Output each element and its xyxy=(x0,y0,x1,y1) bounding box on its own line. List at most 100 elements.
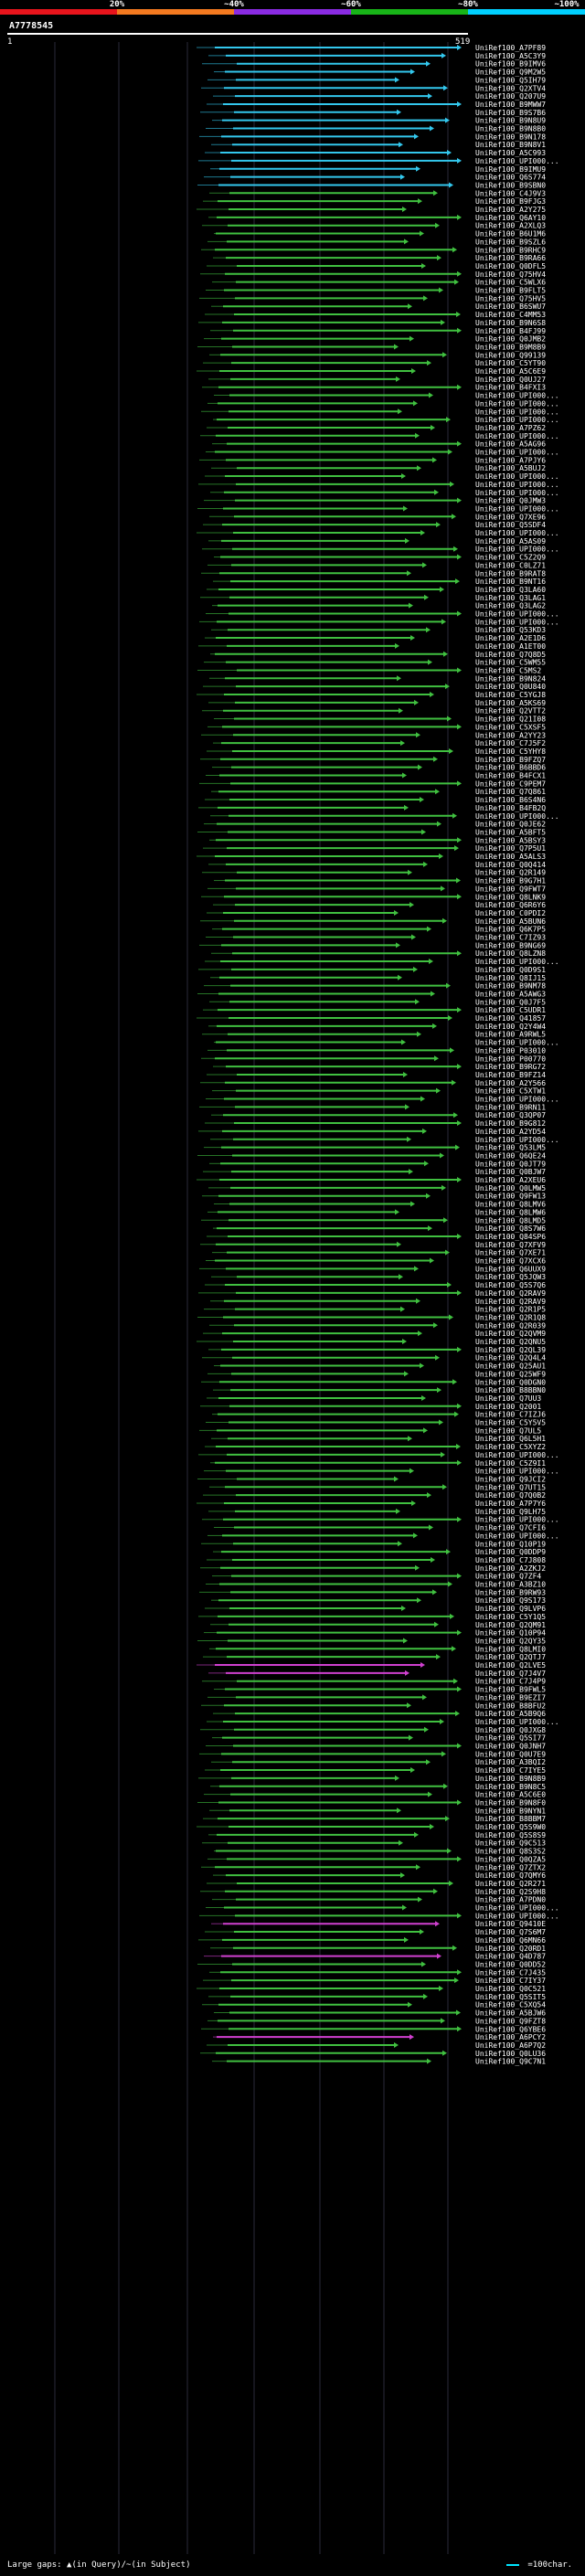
hit-label[interactable]: UniRef100_B9S7B6 xyxy=(475,109,546,117)
hit-label[interactable]: UniRef100_B9FWL5 xyxy=(475,1686,546,1694)
hit-label[interactable]: UniRef100_Q9FZT8 xyxy=(475,2017,546,2025)
hit-label[interactable]: UniRef100_Q21I08 xyxy=(475,716,546,724)
hit-label[interactable]: UniRef100_UPI000... xyxy=(475,1451,559,1459)
hit-label[interactable]: UniRef100_Q9C7N1 xyxy=(475,2058,546,2066)
hit-label[interactable]: UniRef100_Q7Q861 xyxy=(475,788,546,796)
hit-label[interactable]: UniRef100_Q0D9S1 xyxy=(475,966,546,974)
hit-label[interactable]: UniRef100_A5C6E0 xyxy=(475,1791,546,1799)
hit-label[interactable]: UniRef100_A7P7Y6 xyxy=(475,1500,546,1508)
hit-label[interactable]: UniRef100_Q2Q4L4 xyxy=(475,1354,546,1362)
hit-label[interactable]: UniRef100_Q4D787 xyxy=(475,1953,546,1961)
hit-label[interactable]: UniRef100_UPI000... xyxy=(475,610,559,619)
hit-label[interactable]: UniRef100_A3BQI2 xyxy=(475,1758,546,1766)
hit-label[interactable]: UniRef100_C5WLX6 xyxy=(475,279,546,287)
hit-label[interactable]: UniRef100_B4FJ99 xyxy=(475,327,546,335)
hit-label[interactable]: UniRef100_A2YY23 xyxy=(475,731,546,739)
hit-label[interactable]: UniRef100_UPI000... xyxy=(475,1718,559,1726)
hit-label[interactable]: UniRef100_A5AS09 xyxy=(475,537,546,546)
hit-label[interactable]: UniRef100_C7IZ93 xyxy=(475,934,546,942)
hit-label[interactable]: UniRef100_Q25AU1 xyxy=(475,1362,546,1371)
hit-label[interactable]: UniRef100_Q0LMW5 xyxy=(475,1184,546,1193)
hit-label[interactable]: UniRef100_Q75HV4 xyxy=(475,270,546,279)
hit-label[interactable]: UniRef100_B9M8B9 xyxy=(475,343,546,351)
hit-label[interactable]: UniRef100_Q5JQW3 xyxy=(475,1273,546,1281)
hit-label[interactable]: UniRef100_B6S4N6 xyxy=(475,796,546,804)
hit-label[interactable]: UniRef100_B9N178 xyxy=(475,133,546,141)
hit-label[interactable]: UniRef100_Q0JT79 xyxy=(475,1160,546,1168)
hit-label[interactable]: UniRef100_A5C993 xyxy=(475,149,546,157)
hit-label[interactable]: UniRef100_UPI000... xyxy=(475,432,559,440)
hit-label[interactable]: UniRef100_C5XYZ2 xyxy=(475,1443,546,1451)
hit-label[interactable]: UniRef100_Q2QL39 xyxy=(475,1346,546,1354)
hit-label[interactable]: UniRef100_B9IMV6 xyxy=(475,60,546,69)
hit-label[interactable]: UniRef100_B9RHC9 xyxy=(475,246,546,254)
hit-label[interactable]: UniRef100_UPI000... xyxy=(475,1532,559,1540)
hit-label[interactable]: UniRef100_B9FJG3 xyxy=(475,197,546,206)
hit-label[interactable]: UniRef100_A5B9Q6 xyxy=(475,1710,546,1718)
hit-label[interactable]: UniRef100_A5KS69 xyxy=(475,699,546,707)
hit-label[interactable]: UniRef100_Q2QM91 xyxy=(475,1621,546,1629)
hit-label[interactable]: UniRef100_B9MWW7 xyxy=(475,101,546,109)
hit-label[interactable]: UniRef100_Q7UT15 xyxy=(475,1483,546,1491)
hit-label[interactable]: UniRef100_C7IYE5 xyxy=(475,1766,546,1775)
hit-label[interactable]: UniRef100_Q7XE96 xyxy=(475,513,546,521)
hit-label[interactable]: UniRef100_UPI000... xyxy=(475,416,559,424)
hit-label[interactable]: UniRef100_B6U1M6 xyxy=(475,230,546,239)
hit-label[interactable]: UniRef100_B9N8V1 xyxy=(475,141,546,149)
hit-label[interactable]: UniRef100_UPI000... xyxy=(475,529,559,537)
hit-label[interactable]: UniRef100_B9N824 xyxy=(475,674,546,683)
hit-label[interactable]: UniRef100_Q8S3S2 xyxy=(475,1848,546,1856)
hit-label[interactable]: UniRef100_A5C3Y9 xyxy=(475,52,546,60)
hit-label[interactable]: UniRef100_Q0JXG8 xyxy=(475,1726,546,1734)
hit-label[interactable]: UniRef100_Q10P94 xyxy=(475,1629,546,1638)
hit-label[interactable]: UniRef100_Q99139 xyxy=(475,351,546,359)
hit-label[interactable]: UniRef100_Q0U7E9 xyxy=(475,1750,546,1758)
hit-label[interactable]: UniRef100_B9NG69 xyxy=(475,941,546,949)
hit-label[interactable]: UniRef100_Q7Q0B2 xyxy=(475,1491,546,1500)
hit-label[interactable]: UniRef100_UPI000... xyxy=(475,399,559,408)
hit-label[interactable]: UniRef100_C7J435 xyxy=(475,1968,546,1977)
hit-label[interactable]: UniRef100_C5YGJ8 xyxy=(475,691,546,699)
hit-label[interactable]: UniRef100_Q0UJ27 xyxy=(475,376,546,384)
hit-label[interactable]: UniRef100_Q9C513 xyxy=(475,1839,546,1848)
hit-label[interactable]: UniRef100_B9N8B9 xyxy=(475,1775,546,1783)
hit-label[interactable]: UniRef100_C7IY37 xyxy=(475,1977,546,1985)
hit-label[interactable]: UniRef100_B9FZQ7 xyxy=(475,756,546,764)
hit-label[interactable]: UniRef100_Q2S9H8 xyxy=(475,1888,546,1896)
hit-label[interactable]: UniRef100_C7IZJ6 xyxy=(475,1411,546,1419)
hit-label[interactable]: UniRef100_C5YHY8 xyxy=(475,747,546,756)
hit-label[interactable]: UniRef100_B9NM78 xyxy=(475,982,546,991)
hit-label[interactable]: UniRef100_C4MM53 xyxy=(475,311,546,319)
hit-label[interactable]: UniRef100_B9EZI7 xyxy=(475,1693,546,1701)
hit-label[interactable]: UniRef100_Q0LU36 xyxy=(475,2050,546,2058)
hit-label[interactable]: UniRef100_Q6R6Y6 xyxy=(475,901,546,909)
hit-label[interactable]: UniRef100_B9G7H1 xyxy=(475,877,546,885)
hit-label[interactable]: UniRef100_UPI000... xyxy=(475,618,559,626)
hit-label[interactable]: UniRef100_A2XLQ3 xyxy=(475,222,546,230)
hit-label[interactable]: UniRef100_B9SZL6 xyxy=(475,238,546,246)
hit-label[interactable]: UniRef100_Q7UL5 xyxy=(475,1426,541,1435)
hit-label[interactable]: UniRef100_B9IMU9 xyxy=(475,165,546,174)
hit-label[interactable]: UniRef100_Q3LAG1 xyxy=(475,594,546,602)
hit-label[interactable]: UniRef100_Q2QNU5 xyxy=(475,1338,546,1346)
hit-label[interactable]: UniRef100_A7PJY6 xyxy=(475,456,546,464)
hit-label[interactable]: UniRef100_Q0JMW3 xyxy=(475,497,546,505)
hit-label[interactable]: UniRef100_A2XEU6 xyxy=(475,1176,546,1184)
hit-label[interactable]: UniRef100_UPI000... xyxy=(475,812,559,821)
hit-label[interactable]: UniRef100_C0LZ71 xyxy=(475,561,546,569)
hit-label[interactable]: UniRef100_B9N8U9 xyxy=(475,117,546,125)
hit-label[interactable]: UniRef100_C7J808 xyxy=(475,1556,546,1564)
hit-label[interactable]: UniRef100_Q9JCI2 xyxy=(475,1475,546,1483)
hit-label[interactable]: UniRef100_B9FLT5 xyxy=(475,287,546,295)
hit-label[interactable]: UniRef100_Q7XCX6 xyxy=(475,1257,546,1266)
hit-label[interactable]: UniRef100_A7PZ62 xyxy=(475,424,546,432)
hit-label[interactable]: UniRef100_B6SWU7 xyxy=(475,302,546,311)
hit-label[interactable]: UniRef100_Q8LMI0 xyxy=(475,1645,546,1653)
hit-label[interactable]: UniRef100_Q53LM5 xyxy=(475,1144,546,1152)
hit-label[interactable]: UniRef100_Q0JNH7 xyxy=(475,1743,546,1751)
hit-label[interactable]: UniRef100_UPI000... xyxy=(475,408,559,416)
hit-label[interactable]: UniRef100_C0PDI2 xyxy=(475,909,546,917)
hit-label[interactable]: UniRef100_B9RG72 xyxy=(475,1063,546,1071)
hit-label[interactable]: UniRef100_Q6MN66 xyxy=(475,1936,546,1945)
hit-label[interactable]: UniRef100_A5BJW6 xyxy=(475,2009,546,2018)
